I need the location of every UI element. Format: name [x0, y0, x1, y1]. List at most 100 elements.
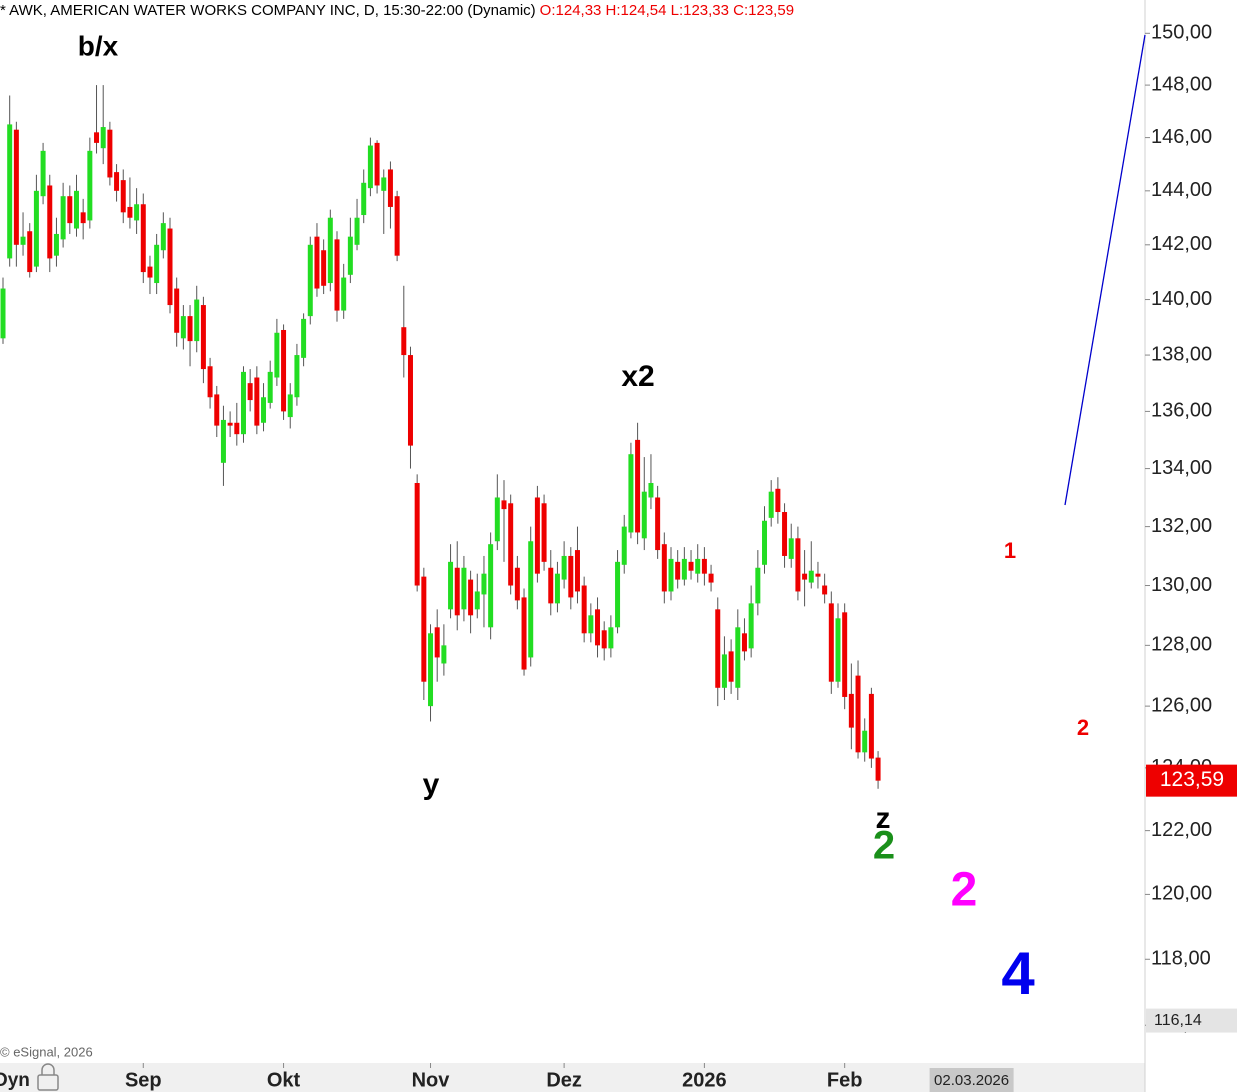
candle-body [802, 573, 808, 580]
candle-body [588, 615, 594, 634]
candle-body [20, 236, 26, 245]
candle-body [387, 169, 393, 207]
mode-label: Dyn [0, 1070, 30, 1091]
y-tick-label: 146,00 [1151, 126, 1212, 148]
candle-body [307, 244, 313, 317]
candle-body [214, 394, 220, 426]
wave-label: 4 [1001, 940, 1035, 1007]
candle-body [274, 332, 280, 378]
candle-body [735, 627, 741, 688]
candle-body [595, 609, 601, 646]
candle-body [748, 603, 754, 649]
candle-body [728, 651, 734, 682]
candle-body [601, 630, 607, 649]
candle-body [200, 305, 206, 370]
candle-body [474, 591, 480, 610]
y-tick-label: 138,00 [1151, 343, 1212, 365]
candle-body [568, 555, 574, 598]
candle-body [554, 573, 560, 604]
candle-body [501, 500, 507, 510]
candle-body [842, 612, 848, 697]
candle-body [468, 579, 474, 616]
y-tick-label: 130,00 [1151, 574, 1212, 596]
candle-body [815, 573, 821, 577]
x-tick-label: Nov [412, 1069, 451, 1091]
cursor-date-box [929, 1068, 1014, 1092]
candle-body [868, 693, 874, 759]
candle-body [267, 371, 273, 403]
candle-body [127, 206, 133, 218]
candle-body [768, 491, 774, 518]
candle-body [528, 541, 534, 658]
y-tick-label: 144,00 [1151, 179, 1212, 201]
candle-body [661, 544, 667, 592]
cursor-date-label: 02.03.2026 [934, 1072, 1009, 1089]
candle-body [795, 538, 801, 592]
candle-body [428, 633, 434, 707]
candle-body [407, 355, 413, 446]
y-tick-label: 140,00 [1151, 288, 1212, 310]
candle-body [715, 609, 721, 688]
candle-body [281, 329, 287, 412]
candle-body [855, 675, 861, 753]
last-price-label: 123,59 [1160, 768, 1224, 791]
candle-body [561, 555, 567, 580]
candle-body [160, 223, 166, 251]
candle-body [615, 561, 621, 628]
candle-body [762, 520, 768, 565]
candle-body [73, 190, 79, 229]
candle-body [227, 422, 233, 426]
copyright: © eSignal, 2026 [0, 1044, 93, 1059]
candle-body [40, 150, 46, 197]
candle-body [154, 244, 160, 284]
candle-body [788, 538, 794, 559]
candle-body [13, 129, 19, 245]
candle-body [361, 182, 367, 216]
candle-body [668, 558, 674, 592]
candle-body [207, 366, 213, 398]
candle-body [107, 129, 113, 178]
candle-body [174, 288, 180, 333]
candle-body [100, 127, 106, 149]
candle-body [87, 150, 93, 221]
candle-body [875, 757, 881, 781]
y-tick-label: 142,00 [1151, 233, 1212, 255]
candle-body [775, 488, 781, 513]
candle-body [688, 561, 694, 571]
candle-body [835, 618, 841, 682]
candle-body [240, 371, 246, 435]
candle-body [574, 550, 580, 592]
candle-body [862, 730, 868, 753]
last-price-box [1146, 764, 1237, 797]
lock-shackle[interactable] [41, 1063, 55, 1075]
candle-body [721, 654, 727, 688]
candle-body [481, 573, 487, 595]
candle-body [261, 397, 267, 423]
candle-body [521, 597, 527, 670]
candle-body [494, 497, 500, 542]
candle-body [514, 567, 520, 601]
candle-body [548, 567, 554, 604]
candle-body [828, 603, 834, 682]
candle-body [534, 497, 540, 574]
candle-body [541, 503, 547, 562]
candle-body [354, 217, 360, 245]
candle-body [461, 567, 467, 610]
candle-body [401, 327, 407, 356]
trend-line [1064, 34, 1146, 506]
y-tick-label: 134,00 [1151, 457, 1212, 479]
candle-body [341, 277, 347, 311]
lock-body[interactable] [37, 1074, 59, 1091]
wave-label: y [423, 768, 440, 801]
candle-body [454, 567, 460, 616]
candle-body [394, 196, 400, 256]
y-tick-label: 128,00 [1151, 634, 1212, 656]
candle-body [441, 645, 447, 664]
wave-label: z [876, 802, 891, 835]
candle-body [187, 316, 193, 342]
y-tick-label: 136,00 [1151, 400, 1212, 422]
candle-body [434, 627, 440, 658]
lock-icon[interactable] [37, 1063, 59, 1091]
candle-body [641, 491, 647, 539]
